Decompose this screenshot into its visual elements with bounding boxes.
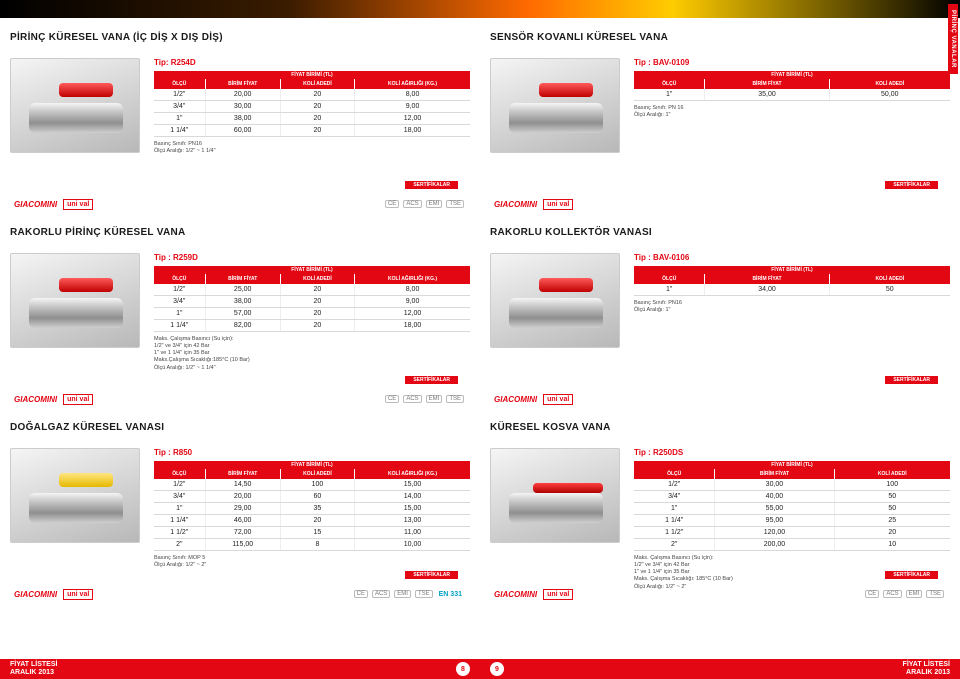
product-title: RAKORLU PİRİNÇ KÜRESEL VANA [10, 227, 186, 238]
price-table: ÖLÇÜBİRİM FİYATKOLİ ADEDİ 1"34,0050 [634, 274, 950, 296]
pages-wrap: PİRİNÇ KÜRESEL VANA (İÇ DİŞ X DIŞ DİŞ) T… [0, 18, 960, 679]
product-cell: PİRİNÇ KÜRESEL VANA (İÇ DİŞ X DIŞ DİŞ) T… [10, 24, 470, 219]
product-title: PİRİNÇ KÜRESEL VANA (İÇ DİŞ X DIŞ DİŞ) [10, 32, 223, 43]
product-tip: Tip : BAV-0109 [634, 58, 950, 67]
product-cell: RAKORLU KOLLEKTÖR VANASI Tip : BAV-0106 … [490, 219, 950, 414]
product-title: DOĞALGAZ KÜRESEL VANASI [10, 422, 164, 433]
product-title: SENSÖR KOVANLI KÜRESEL VANA [490, 32, 668, 43]
product-tip: Tip : R259D [154, 253, 470, 262]
product-image [10, 253, 140, 348]
product-cell: SENSÖR KOVANLI KÜRESEL VANA Tip : BAV-01… [490, 24, 950, 219]
product-cell: KÜRESEL KOSVA VANA Tip : R250DS FİYAT Bİ… [490, 414, 950, 609]
product-cell: RAKORLU PİRİNÇ KÜRESEL VANA Tip : R259D … [10, 219, 470, 414]
product-title: KÜRESEL KOSVA VANA [490, 422, 611, 433]
page-right: SENSÖR KOVANLI KÜRESEL VANA Tip : BAV-01… [480, 18, 960, 679]
product-tip: Tip : R850 [154, 448, 470, 457]
product-image [10, 58, 140, 153]
page-number: 9 [490, 662, 504, 676]
footer-right: 9 FİYAT LİSTESİ ARALIK 2013 [480, 659, 960, 679]
product-tip: Tip : BAV-0106 [634, 253, 950, 262]
footer-left: FİYAT LİSTESİ ARALIK 2013 8 [0, 659, 480, 679]
unit-header: FİYAT BİRİMİ (TL) [154, 71, 470, 79]
product-image [10, 448, 140, 543]
product-title: RAKORLU KOLLEKTÖR VANASI [490, 227, 652, 238]
product-tip: Tip: R254D [154, 58, 470, 67]
product-image [490, 448, 620, 543]
product-tip: Tip : R250DS [634, 448, 950, 457]
product-cell: DOĞALGAZ KÜRESEL VANASI Tip : R850 FİYAT… [10, 414, 470, 609]
price-table: ÖLÇÜBİRİM FİYATKOLİ ADEDİ 1"35,0050,00 [634, 79, 950, 101]
top-banner [0, 0, 960, 18]
product-image [490, 253, 620, 348]
page-number: 8 [456, 662, 470, 676]
product-image [490, 58, 620, 153]
cert-bar: SERTİFİKALAR GIACOMINI uni val CEACSEMIT… [10, 193, 470, 215]
page-left: PİRİNÇ KÜRESEL VANA (İÇ DİŞ X DIŞ DİŞ) T… [0, 18, 480, 679]
price-table: ÖLÇÜBİRİM FİYATKOLİ ADEDİKOLİ AĞIRLIĞI (… [154, 469, 470, 551]
product-notes: Basınç Sınıfı: PN16Ölçü Aralığı: 1/2" ~ … [154, 141, 470, 155]
price-table: ÖLÇÜBİRİM FİYATKOLİ ADEDİKOLİ AĞIRLIĞI (… [154, 274, 470, 332]
price-table: ÖLÇÜBİRİM FİYATKOLİ ADEDİ 1/2"30,001003/… [634, 469, 950, 551]
price-table: ÖLÇÜBİRİM FİYATKOLİ ADEDİKOLİ AĞIRLIĞI (… [154, 79, 470, 137]
